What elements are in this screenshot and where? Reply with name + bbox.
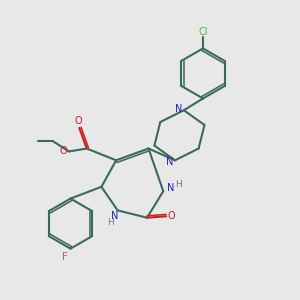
Text: H: H [107, 218, 114, 226]
Text: O: O [60, 146, 68, 157]
Text: N: N [175, 104, 182, 114]
Text: N: N [166, 157, 173, 167]
Text: O: O [168, 211, 175, 221]
Text: N: N [111, 211, 118, 221]
Text: F: F [62, 253, 68, 262]
Text: H: H [175, 180, 182, 189]
Text: N: N [167, 183, 174, 193]
Text: O: O [74, 116, 82, 126]
Text: Cl: Cl [198, 27, 208, 37]
